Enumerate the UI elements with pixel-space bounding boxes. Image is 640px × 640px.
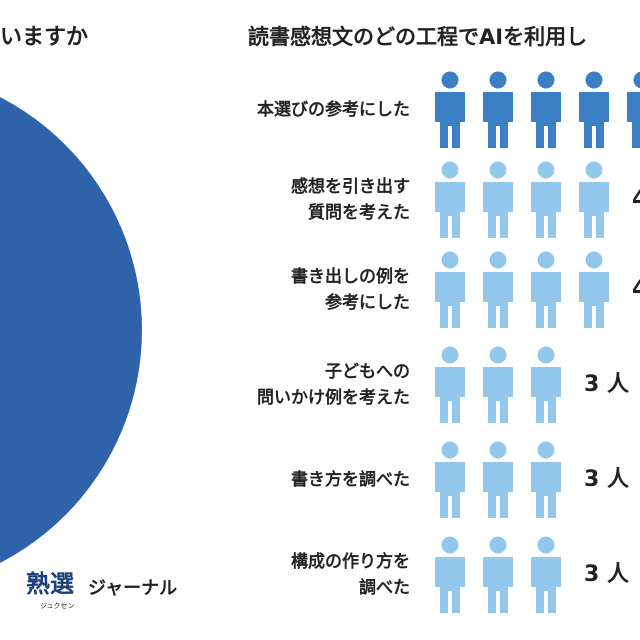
- person-body: [531, 367, 561, 423]
- pie-disc: [0, 97, 142, 563]
- person-head: [441, 161, 459, 179]
- person-body: [579, 92, 609, 148]
- left-title: いますか: [0, 25, 88, 50]
- category-label: 感想を引き出す: [291, 176, 410, 197]
- logo-name: ジャーナル: [88, 578, 177, 599]
- person-head: [489, 71, 507, 89]
- person-head: [489, 346, 507, 364]
- logo-reading: ジュクセン: [40, 602, 75, 610]
- person-body: [531, 272, 561, 328]
- person-body: [483, 182, 513, 238]
- icon-row: [435, 251, 609, 328]
- person-body: [627, 92, 640, 148]
- category-label: 本選びの参考にした: [257, 99, 410, 120]
- category-label: 質問を考えた: [308, 202, 410, 223]
- person-head: [585, 251, 603, 269]
- person-body: [435, 182, 465, 238]
- icon-row: [435, 161, 609, 238]
- person-head: [537, 71, 555, 89]
- person-head: [489, 251, 507, 269]
- person-body: [435, 367, 465, 423]
- person-head: [441, 536, 459, 554]
- person-head: [585, 161, 603, 179]
- person-head: [489, 536, 507, 554]
- logo-main: 熟選: [26, 570, 74, 598]
- person-head: [441, 71, 459, 89]
- person-body: [483, 462, 513, 518]
- person-body: [531, 182, 561, 238]
- person-head: [537, 441, 555, 459]
- person-head: [537, 251, 555, 269]
- person-body: [579, 182, 609, 238]
- person-head: [537, 161, 555, 179]
- person-body: [435, 462, 465, 518]
- person-body: [435, 92, 465, 148]
- person-head: [441, 346, 459, 364]
- category-label: 構成の作り方を: [291, 551, 410, 572]
- icon-row: [435, 536, 561, 613]
- person-head: [585, 71, 603, 89]
- category-label: 問いかけ例を考えた: [257, 387, 410, 408]
- value-label: 3 人: [584, 372, 629, 397]
- person-head: [489, 161, 507, 179]
- icon-row: [435, 441, 561, 518]
- person-head: [537, 536, 555, 554]
- person-head: [489, 441, 507, 459]
- person-head: [537, 346, 555, 364]
- person-body: [483, 367, 513, 423]
- category-label: 書き方を調べた: [291, 469, 410, 490]
- category-label: 調べた: [359, 577, 410, 598]
- value-label: 3 人: [584, 467, 629, 492]
- person-body: [531, 557, 561, 613]
- person-head: [441, 251, 459, 269]
- category-label: 子どもへの: [325, 362, 410, 382]
- icon-row: [435, 346, 561, 423]
- category-label: 参考にした: [325, 292, 410, 313]
- person-body: [531, 462, 561, 518]
- person-body: [579, 272, 609, 328]
- icon-row: [435, 71, 640, 148]
- person-body: [483, 272, 513, 328]
- value-label: 3 人: [584, 562, 629, 587]
- person-body: [483, 92, 513, 148]
- value-label: 4: [632, 187, 640, 212]
- person-body: [531, 92, 561, 148]
- value-label: 4: [632, 277, 640, 302]
- person-head: [441, 441, 459, 459]
- person-body: [435, 557, 465, 613]
- category-label: 書き出しの例を: [291, 266, 410, 287]
- person-body: [435, 272, 465, 328]
- person-body: [483, 557, 513, 613]
- person-head: [633, 71, 640, 89]
- chart-title: 読書感想文のどの工程でAIを利用し: [248, 25, 587, 49]
